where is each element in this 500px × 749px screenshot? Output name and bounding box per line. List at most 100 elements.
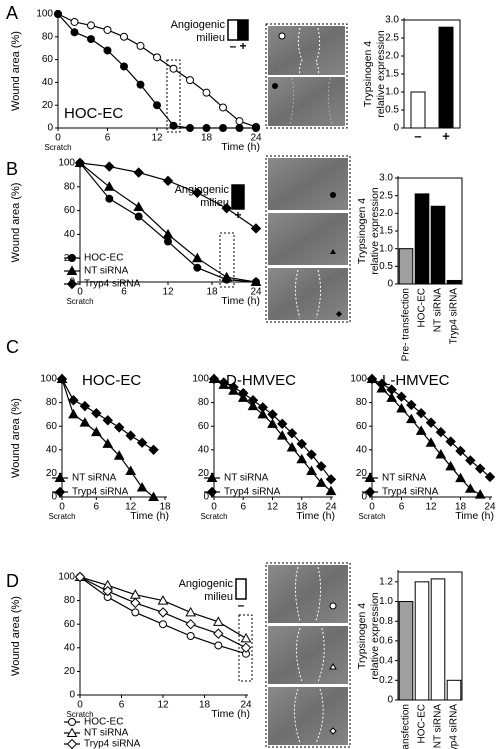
y-tick-label: 2.5 (379, 190, 393, 201)
marker (131, 608, 140, 617)
legend-label: NT siRNA (84, 266, 129, 277)
marker (153, 101, 161, 110)
x-tick-label: 0 (369, 502, 375, 513)
y-tick-label: 80 (64, 181, 76, 192)
legend-label: NT siRNA (382, 473, 427, 484)
marker (103, 46, 112, 55)
marker (87, 21, 95, 30)
marker (133, 201, 145, 212)
legend-label: Tryp4 siRNA (224, 487, 281, 498)
marker (267, 409, 278, 420)
marker (125, 465, 137, 476)
marker (120, 62, 128, 71)
marker (54, 472, 66, 482)
milieu-title: milieu (204, 591, 233, 603)
marker (445, 436, 456, 447)
marker (315, 477, 327, 487)
marker (185, 618, 196, 630)
y-tick-label: 40 (64, 642, 76, 653)
x-note: Scratch (66, 297, 93, 306)
marker (90, 426, 102, 437)
y-tick-label: 80 (356, 397, 368, 408)
marker (54, 486, 66, 498)
marker (465, 455, 476, 466)
marker (136, 80, 145, 89)
micrographs-b (265, 155, 351, 323)
x-tick-label: HOC-EC (417, 288, 428, 327)
y-tick-label: 80 (42, 31, 54, 42)
marker (316, 461, 327, 472)
x-tick-label: 6 (105, 133, 111, 144)
marker (235, 117, 244, 126)
x-axis-label: Time (h) (130, 510, 169, 522)
marker (425, 437, 437, 447)
marker (257, 402, 268, 413)
marker (405, 413, 417, 424)
y-tick-label: 20 (42, 100, 54, 111)
micrographs-d (265, 562, 351, 748)
marker (219, 103, 227, 112)
milieu-label: – (238, 598, 245, 612)
y-tick-label: 0 (203, 492, 209, 503)
bar (410, 91, 426, 129)
marker (103, 181, 115, 191)
marker (120, 32, 128, 41)
y-tick-label: 0.4 (379, 655, 393, 666)
legend-label: Tryp4 siRNA (72, 487, 129, 498)
y-axis-label: Wound area (%) (10, 31, 22, 111)
x-tick-label: NT siRNA (433, 288, 444, 333)
y-tick-label: 20 (356, 468, 368, 479)
x-tick-label: Tryp4 siRNA (449, 288, 460, 345)
marker (157, 607, 169, 618)
marker (105, 194, 114, 203)
x-tick-label: 24 (250, 287, 262, 298)
y-tick-label: 1.0 (379, 596, 393, 607)
marker (186, 76, 194, 85)
x-tick-label: 6 (399, 502, 405, 513)
chart-title: L-HMVEC (382, 372, 450, 389)
y-axis-label: Wound area (%) (10, 596, 22, 676)
marker (74, 157, 86, 169)
y-tick-label: 40 (42, 77, 54, 88)
panel-label: A (6, 3, 18, 23)
y-tick-label: 80 (46, 397, 58, 408)
x-tick-label: Pre- transfection (401, 288, 412, 361)
marker (286, 441, 298, 452)
highlight-box (219, 232, 235, 288)
x-tick-label: 6 (94, 502, 100, 513)
marker (240, 642, 252, 654)
y-tick-label: 60 (64, 619, 76, 630)
y-tick-label: 20 (46, 468, 58, 479)
bar (446, 279, 462, 285)
x-tick-label: – (414, 128, 421, 143)
x-axis-label: Time (h) (211, 708, 250, 720)
highlight-box (166, 59, 181, 133)
y-tick-label: 40 (64, 229, 76, 240)
marker (130, 597, 141, 609)
marker (153, 53, 161, 62)
legend-label: NT siRNA (224, 473, 269, 484)
x-tick-label: 24 (250, 133, 262, 144)
marker (228, 382, 239, 393)
marker (162, 175, 174, 187)
y-tick-label: 100 (192, 374, 209, 385)
marker (325, 485, 337, 496)
y-axis-label: Trypsinogen 4 (356, 198, 368, 264)
x-tick-label: 0 (77, 700, 83, 711)
marker (364, 486, 376, 498)
y-tick-label: 60 (356, 421, 368, 432)
y-axis-label: Wound area (%) (10, 398, 22, 478)
x-note: Scratch (48, 512, 75, 521)
x-tick-label: 12 (425, 502, 437, 513)
marker (221, 203, 232, 214)
marker (169, 64, 178, 73)
marker (325, 474, 337, 485)
marker (406, 399, 417, 411)
marker (376, 378, 388, 389)
bar (446, 679, 462, 701)
y-tick-label: 60 (64, 205, 76, 216)
panel-label: C (6, 337, 19, 357)
marker (114, 422, 125, 433)
bar (438, 26, 454, 129)
milieu-title: Angiogenic (171, 19, 226, 31)
